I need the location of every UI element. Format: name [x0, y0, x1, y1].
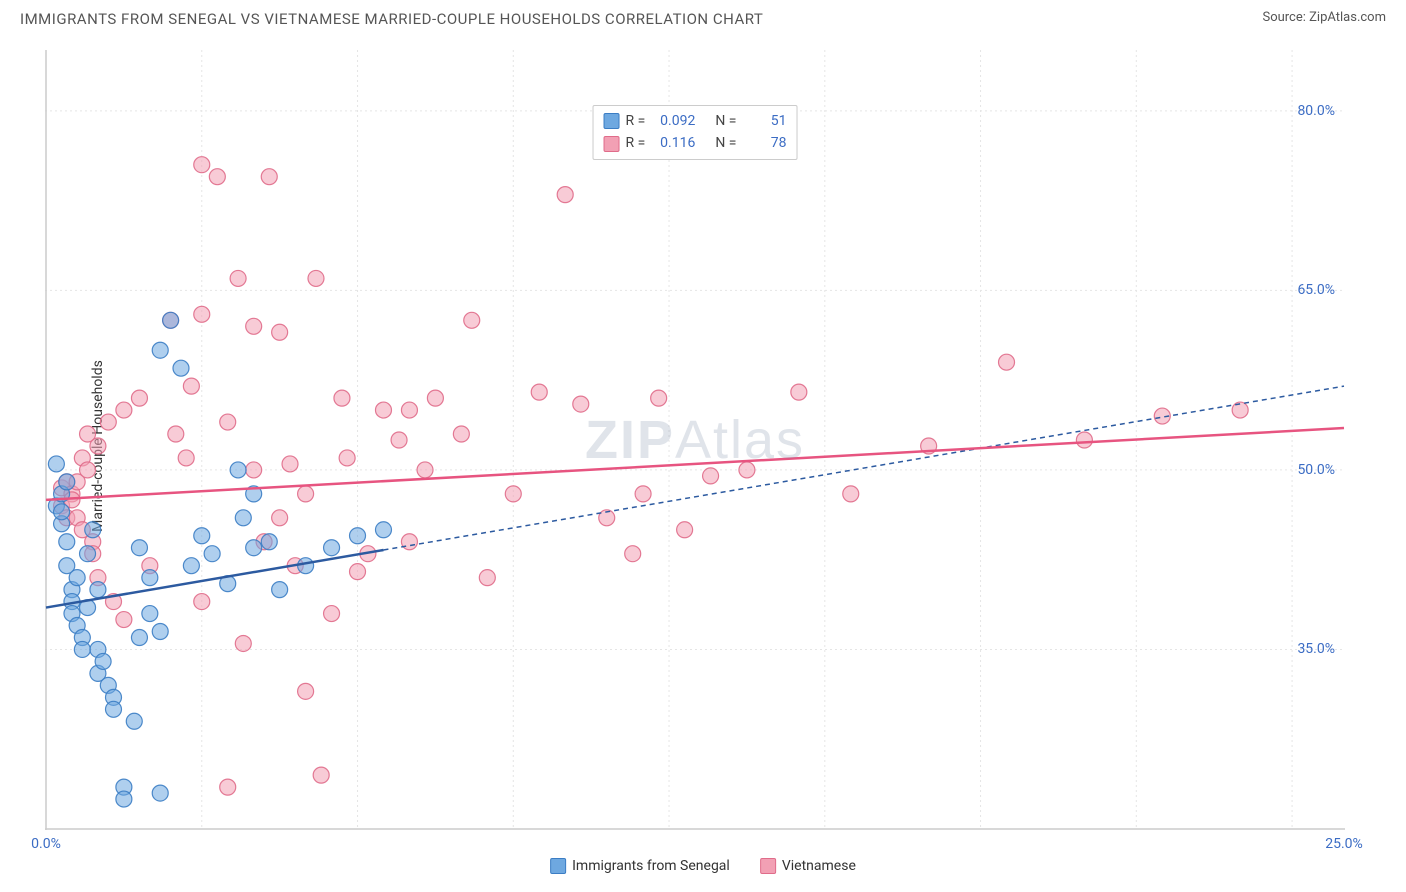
r-value-senegal: 0.092	[651, 110, 695, 132]
x-tick-label: 0.0%	[31, 836, 61, 852]
r-label: R =	[626, 110, 646, 132]
legend-row-vietnamese: R = 0.116 N = 78	[604, 132, 787, 154]
correlation-legend: R = 0.092 N = 51 R = 0.116 N = 78	[593, 105, 798, 160]
scatter-plot	[45, 50, 1345, 830]
r-label: R =	[626, 132, 646, 154]
x-tick-label: 25.0%	[1325, 836, 1363, 852]
y-tick-label: 35.0%	[1297, 641, 1335, 657]
n-label: N =	[715, 110, 736, 132]
legend-item-vietnamese: Vietnamese	[760, 858, 856, 874]
series-label-senegal: Immigrants from Senegal	[572, 858, 730, 874]
y-tick-label: 65.0%	[1297, 282, 1335, 298]
chart-source: Source: ZipAtlas.com	[1262, 10, 1386, 25]
chart-area: ZIPAtlas R = 0.092 N = 51 R = 0.116 N = …	[45, 50, 1345, 830]
n-label: N =	[715, 132, 736, 154]
series-legend: Immigrants from Senegal Vietnamese	[550, 858, 856, 874]
n-value-senegal: 51	[742, 110, 786, 132]
legend-row-senegal: R = 0.092 N = 51	[604, 110, 787, 132]
swatch-senegal	[604, 113, 620, 129]
swatch-vietnamese	[604, 136, 620, 152]
series-label-vietnamese: Vietnamese	[782, 858, 856, 874]
swatch-senegal	[550, 858, 566, 874]
n-value-vietnamese: 78	[742, 132, 786, 154]
y-tick-label: 50.0%	[1297, 462, 1335, 478]
y-tick-label: 80.0%	[1297, 103, 1335, 119]
legend-item-senegal: Immigrants from Senegal	[550, 858, 730, 874]
swatch-vietnamese	[760, 858, 776, 874]
r-value-vietnamese: 0.116	[651, 132, 695, 154]
chart-title: IMMIGRANTS FROM SENEGAL VS VIETNAMESE MA…	[20, 10, 763, 28]
